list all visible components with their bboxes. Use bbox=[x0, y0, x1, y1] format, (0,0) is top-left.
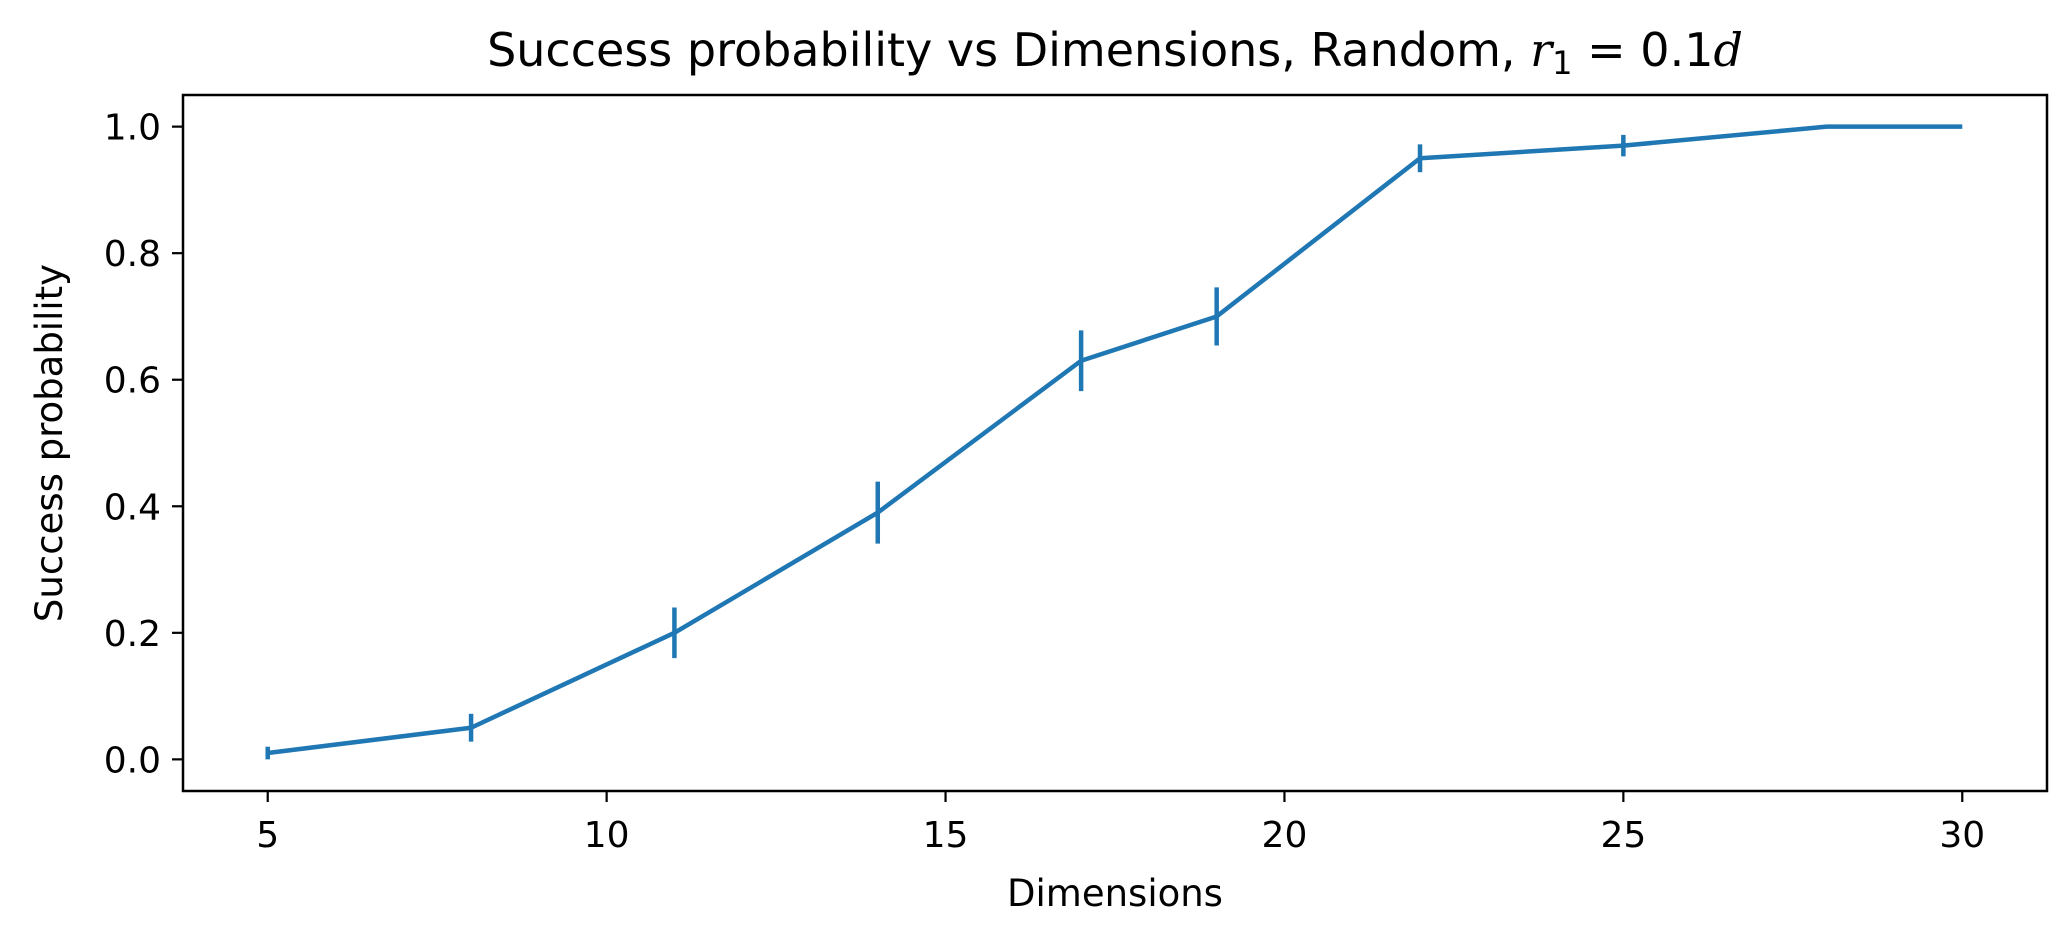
title-math-rhs: = 0.1 bbox=[1573, 23, 1714, 77]
y-axis-label: Success probability bbox=[28, 264, 71, 622]
title-math-sub: 1 bbox=[1552, 44, 1572, 82]
plot-frame bbox=[181, 93, 2049, 793]
x-tick-label: 20 bbox=[1262, 815, 1308, 856]
x-tick-label: 30 bbox=[1939, 815, 1985, 856]
y-tick-label: 0.4 bbox=[104, 487, 161, 528]
y-tick-label: 0.6 bbox=[104, 361, 161, 402]
x-tick-label: 15 bbox=[923, 815, 969, 856]
y-tick-label: 0.8 bbox=[104, 234, 161, 275]
x-tick-label: 10 bbox=[584, 815, 630, 856]
x-axis: 5 10 15 20 25 30 bbox=[256, 791, 1985, 856]
y-tick-label: 0.0 bbox=[104, 740, 161, 781]
chart-title: Success probability vs Dimensions, Rando… bbox=[487, 23, 1743, 82]
series-line bbox=[267, 124, 1963, 756]
title-math-var: r bbox=[1530, 23, 1555, 77]
y-tick-label: 0.2 bbox=[104, 614, 161, 655]
x-tick-label: 25 bbox=[1600, 815, 1646, 856]
plot-layer bbox=[265, 124, 1963, 760]
y-tick-label: 1.0 bbox=[104, 108, 161, 149]
x-tick-label: 5 bbox=[256, 815, 279, 856]
y-axis: 0.0 0.2 0.4 0.6 0.8 1.0 bbox=[104, 108, 183, 781]
chart-title-text: Success probability vs Dimensions, Rando… bbox=[487, 23, 1530, 77]
title-math-rhs-var: d bbox=[1713, 23, 1742, 77]
x-axis-label: Dimensions bbox=[1007, 872, 1223, 915]
